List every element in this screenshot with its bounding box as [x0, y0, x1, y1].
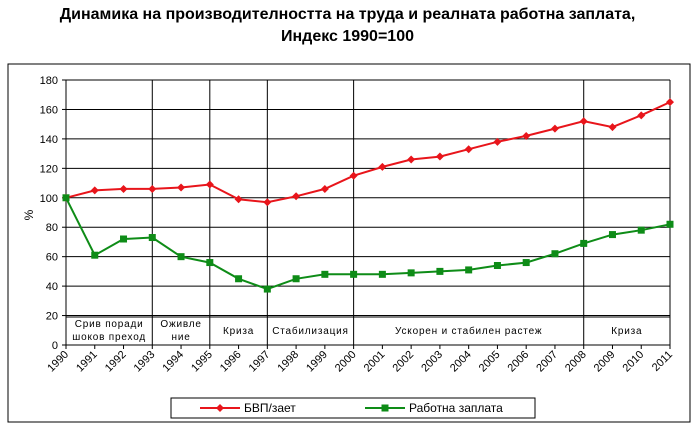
gridlines [62, 79, 671, 349]
series-1-point-2002 [407, 155, 416, 164]
legend-box [170, 397, 536, 419]
legend-marker-2 [381, 404, 389, 412]
series-2-point-2009 [608, 231, 616, 239]
series-2-point-1995 [206, 259, 214, 267]
series-2-point-2004 [465, 266, 473, 274]
series-1-point-2010 [637, 111, 646, 120]
series-2-point-2000 [350, 270, 358, 278]
chart-title-line-2: Индекс 1990=100 [281, 28, 414, 45]
series-1-point-2011 [666, 98, 674, 107]
series-2-point-1993 [148, 234, 156, 242]
series-2-point-2008 [580, 239, 588, 247]
series-line-2 [65, 197, 671, 291]
series-2-point-2010 [637, 226, 645, 234]
period-label-2-line-2: ние [172, 332, 191, 343]
series-1-point-2005 [493, 137, 502, 146]
series-2-point-2005 [493, 262, 501, 269]
series-2-point-2001 [378, 270, 386, 278]
series-1-point-1993 [148, 184, 157, 193]
series-2-point-2011 [666, 220, 674, 228]
period-dividers [66, 80, 670, 345]
y-tick-label-120: 120 [40, 163, 58, 175]
legend-label-2: Работна заплата [409, 401, 503, 415]
series-1-point-1994 [177, 183, 186, 192]
series-1-point-1997 [263, 198, 272, 207]
series-1-point-2003 [435, 152, 444, 161]
series-2-point-1994 [177, 253, 185, 261]
period-label-2-line-1: Оживле [160, 319, 201, 330]
chart-title-line-1: Динамика на производителността на труда … [59, 6, 636, 23]
series-2-point-1999 [321, 270, 329, 278]
series-2-point-1997 [263, 285, 271, 293]
series-1-point-1996 [234, 195, 243, 204]
series-1-point-2009 [608, 123, 617, 132]
series-2-point-2003 [436, 267, 444, 275]
y-tick-label-100: 100 [40, 193, 58, 205]
series-2-point-2006 [522, 259, 530, 267]
period-label-1-line-2: шоков преход [72, 332, 146, 343]
series-1-point-2007 [550, 124, 559, 133]
series-2-point-1998 [292, 275, 300, 283]
series-1-point-1998 [292, 192, 301, 201]
y-tick-label-140: 140 [40, 134, 58, 146]
period-label-1-line-1: Срив поради [75, 319, 144, 330]
series-1-point-1992 [119, 184, 128, 193]
chart-title: Динамика на производителността на труда … [0, 4, 695, 48]
y-tick-label-0: 0 [52, 340, 58, 352]
series-2-point-1992 [120, 235, 128, 243]
series-2-point-2007 [551, 250, 559, 258]
series-2-point-2002 [407, 269, 415, 277]
series-2-point-1990 [62, 194, 70, 202]
period-label-5-line-1: Ускорен и стабилен растеж [395, 325, 542, 337]
series-1-point-2006 [522, 131, 531, 140]
y-axis-label: % [22, 209, 36, 220]
series-1-point-1991 [90, 186, 99, 195]
y-tick-label-160: 160 [40, 104, 58, 116]
series-1-point-2008 [579, 117, 588, 126]
legend-label-1: БВП/зает [244, 401, 296, 415]
series-1-point-1999 [320, 184, 329, 193]
legend: БВП/зает Работна заплата [200, 401, 503, 415]
period-label-4-line-1: Стабилизация [272, 325, 348, 337]
y-tick-label-20: 20 [46, 311, 58, 323]
series-1-point-2001 [378, 162, 387, 171]
legend-marker-1 [216, 404, 224, 412]
y-axis-tick-labels: 0 20 40 60 80 100 120 140 160 180 [40, 75, 58, 352]
series-layer [62, 98, 674, 293]
plot-area [66, 80, 670, 345]
series-1-point-2000 [349, 171, 358, 180]
y-tick-label-180: 180 [40, 75, 58, 87]
y-tick-label-80: 80 [46, 222, 58, 234]
series-2-point-1996 [235, 275, 243, 283]
y-tick-label-40: 40 [46, 281, 58, 293]
series-1-point-2004 [464, 145, 473, 154]
y-tick-label-60: 60 [46, 252, 58, 264]
series-line-1 [65, 101, 671, 204]
period-label-6-line-1: Криза [611, 326, 642, 337]
series-2-point-1991 [91, 251, 99, 259]
series-1-point-1995 [205, 180, 214, 189]
period-label-3-line-1: Криза [223, 326, 254, 337]
period-labels: Срив поради шоков преход Оживле ние Криза Ста… [72, 319, 642, 343]
